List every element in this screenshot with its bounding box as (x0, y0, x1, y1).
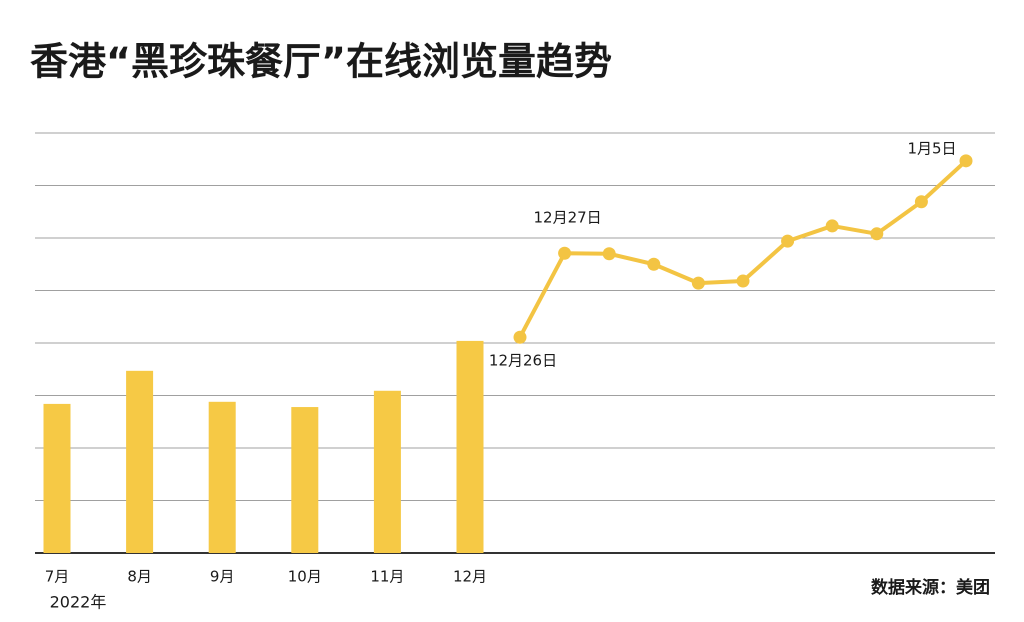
point (691, 276, 705, 290)
point (781, 234, 795, 248)
bar (456, 340, 484, 553)
x-tick-label: 8月 (127, 568, 152, 586)
bar (126, 370, 154, 553)
point (558, 246, 572, 260)
point (870, 227, 884, 241)
point (825, 219, 839, 233)
x-tick-label: 7月 (45, 568, 70, 586)
bar (291, 407, 319, 553)
chart-title: 香港“黑珍珠餐厅”在线浏览量趋势 (30, 40, 612, 84)
x-tick-label: 10月 (288, 568, 322, 586)
point (736, 274, 750, 288)
point (647, 257, 661, 271)
point (602, 247, 616, 261)
x-tick-label: 12月 (453, 568, 487, 586)
bar (208, 401, 236, 553)
point-label: 12月27日 (534, 209, 602, 227)
bar (43, 403, 71, 553)
point (513, 330, 527, 344)
x-tick-label: 11月 (370, 568, 404, 586)
x-axis-label: 2022年 (50, 593, 107, 612)
point-label: 12月26日 (489, 352, 557, 370)
point-label: 1月5日 (907, 139, 956, 157)
point (959, 154, 973, 168)
bar (373, 390, 401, 553)
source: 数据来源：美团 (871, 577, 990, 598)
x-tick-label: 9月 (210, 568, 235, 586)
line (518, 159, 968, 339)
point (914, 195, 928, 209)
